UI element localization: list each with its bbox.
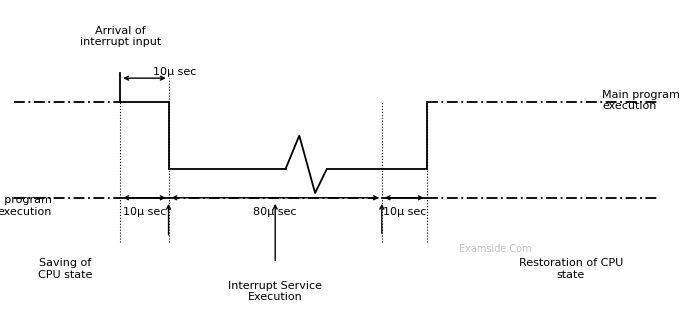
Text: 80μ sec: 80μ sec	[253, 207, 297, 217]
Text: 10μ sec: 10μ sec	[122, 207, 166, 217]
Text: Examside.Com: Examside.Com	[459, 244, 532, 254]
Text: Saving of
CPU state: Saving of CPU state	[38, 258, 93, 280]
Text: Restoration of CPU
state: Restoration of CPU state	[519, 258, 623, 280]
Text: 10μ sec: 10μ sec	[153, 67, 196, 77]
Text: Arrival of
interrupt input: Arrival of interrupt input	[80, 26, 161, 47]
Text: 10μ sec: 10μ sec	[383, 207, 426, 217]
Text: Main program
execution: Main program execution	[0, 195, 52, 217]
Text: Interrupt Service
Execution: Interrupt Service Execution	[228, 281, 322, 302]
Text: Main program
execution: Main program execution	[602, 90, 680, 111]
